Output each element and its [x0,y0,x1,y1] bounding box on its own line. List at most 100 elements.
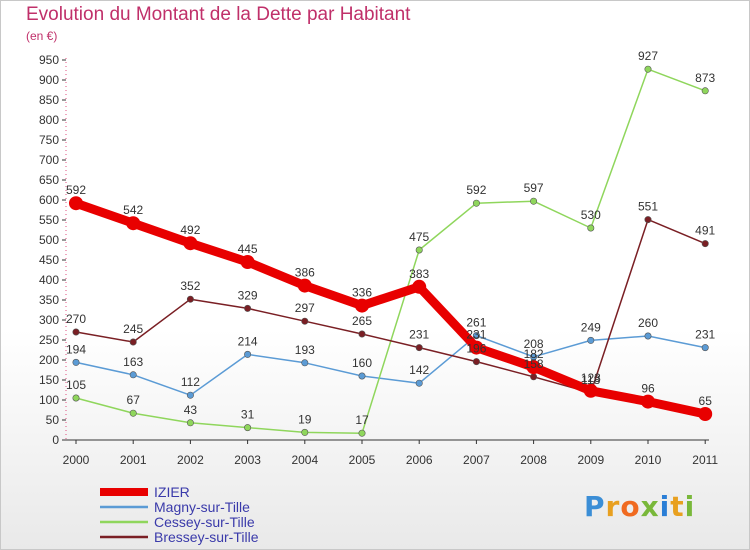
x-tick-label: 2010 [635,453,662,467]
data-point-cessey-sur-tille [415,246,423,254]
data-label-magny-sur-tille: 160 [352,356,372,370]
data-label-magny-sur-tille: 231 [695,328,715,342]
data-label-bressey-sur-tille: 297 [295,301,315,315]
data-point-cessey-sur-tille [587,224,595,232]
y-tick-label: 100 [39,393,59,407]
legend-label-cessey-sur-tille: Cessey-sur-Tille [154,514,255,530]
data-label-magny-sur-tille: 261 [466,316,486,330]
data-point-magny-sur-tille [301,359,309,367]
data-point-cessey-sur-tille [472,199,480,207]
y-tick-label: 800 [39,113,59,127]
chart-title: Evolution du Montant de la Dette par Hab… [26,4,411,25]
x-tick-label: 2006 [406,453,433,467]
data-label-izier: 231 [466,328,486,342]
y-tick-label: 700 [39,153,59,167]
axes: 0 50 100 150 200 250 300 350 400 450 500 550 600 650 7… [39,53,718,467]
logo-letter: x [640,490,660,523]
data-label-magny-sur-tille: 163 [123,355,143,369]
data-point-cessey-sur-tille [358,429,366,437]
data-label-cessey-sur-tille: 17 [355,413,369,427]
data-point-bressey-sur-tille [644,216,652,224]
y-tick-label: 600 [39,193,59,207]
data-point-magny-sur-tille [415,379,423,387]
data-label-bressey-sur-tille: 118 [581,373,600,387]
x-tick-label: 2005 [349,453,376,467]
data-point-bressey-sur-tille [530,373,538,381]
data-label-izier: 492 [180,223,200,237]
y-tick-label: 750 [39,133,59,147]
y-tick-label: 250 [39,333,59,347]
data-point-magny-sur-tille [644,332,652,340]
data-point-izier [183,236,198,251]
y-tick-label: 950 [39,53,59,67]
data-label-bressey-sur-tille: 245 [123,322,143,336]
y-tick-label: 550 [39,213,59,227]
data-label-cessey-sur-tille: 475 [409,230,429,244]
logo-letter: P [584,490,606,523]
data-point-cessey-sur-tille [701,87,709,95]
data-label-cessey-sur-tille: 530 [581,208,601,222]
data-label-izier: 336 [352,286,372,300]
chart-subtitle: (en €) [26,29,58,43]
data-point-magny-sur-tille [472,332,480,340]
data-label-izier: 386 [295,266,315,280]
data-point-izier [126,216,141,231]
x-tick-label: 2004 [291,453,318,467]
data-label-cessey-sur-tille: 105 [66,378,86,392]
x-tick-label: 2011 [692,453,718,467]
logo-letter: t [670,490,685,523]
data-point-cessey-sur-tille [301,428,309,436]
data-point-bressey-sur-tille [72,328,80,336]
data-point-bressey-sur-tille [358,330,366,338]
data-label-bressey-sur-tille: 352 [180,279,200,293]
data-label-cessey-sur-tille: 927 [638,49,658,63]
series-lines [69,65,713,437]
data-label-bressey-sur-tille: 196 [466,342,486,356]
data-point-izier [297,278,312,293]
y-tick-label: 200 [39,353,59,367]
x-tick-label: 2003 [234,453,261,467]
y-tick-label: 500 [39,233,59,247]
data-label-magny-sur-tille: 214 [238,334,258,348]
data-label-cessey-sur-tille: 592 [466,183,486,197]
data-label-magny-sur-tille: 194 [66,342,86,356]
series-line-bressey-sur-tille [75,218,706,394]
data-label-bressey-sur-tille: 491 [695,224,715,238]
data-point-magny-sur-tille [129,371,137,379]
data-point-bressey-sur-tille [301,317,309,325]
data-label-izier: 445 [238,242,258,256]
data-label-magny-sur-tille: 208 [524,337,544,351]
y-tick-label: 450 [39,253,59,267]
data-point-bressey-sur-tille [472,358,480,366]
y-tick-label: 850 [39,93,59,107]
data-labels: 592 542 492 445 386 336 383 231 182 123 96 65 194 163… [66,49,716,427]
data-label-cessey-sur-tille: 67 [127,393,141,407]
series-line-magny-sur-tille [75,334,706,396]
data-label-cessey-sur-tille: 31 [241,408,255,422]
data-point-cessey-sur-tille [244,424,252,432]
data-label-izier: 383 [409,267,429,281]
y-tick-label: 350 [39,293,59,307]
data-label-izier: 96 [641,382,655,396]
legend-label-magny-sur-tille: Magny-sur-Tille [154,499,250,515]
data-label-magny-sur-tille: 112 [181,375,200,389]
data-point-izier [641,394,655,409]
x-tick-label: 2000 [63,453,90,467]
data-point-bressey-sur-tille [129,338,137,346]
y-tick-label: 300 [39,313,59,327]
data-point-cessey-sur-tille [129,409,137,417]
data-label-cessey-sur-tille: 597 [524,181,544,195]
data-point-izier [698,407,713,421]
logo-letter: i [659,490,671,523]
data-point-magny-sur-tille [587,336,595,344]
x-tick-label: 2007 [463,453,490,467]
data-point-magny-sur-tille [244,350,252,358]
data-point-izier [355,298,369,313]
data-point-izier [412,279,427,294]
series-line-cessey-sur-tille [75,68,706,434]
y-tick-label: 400 [39,273,59,287]
data-point-izier [469,340,484,355]
data-label-izier: 542 [123,203,143,217]
